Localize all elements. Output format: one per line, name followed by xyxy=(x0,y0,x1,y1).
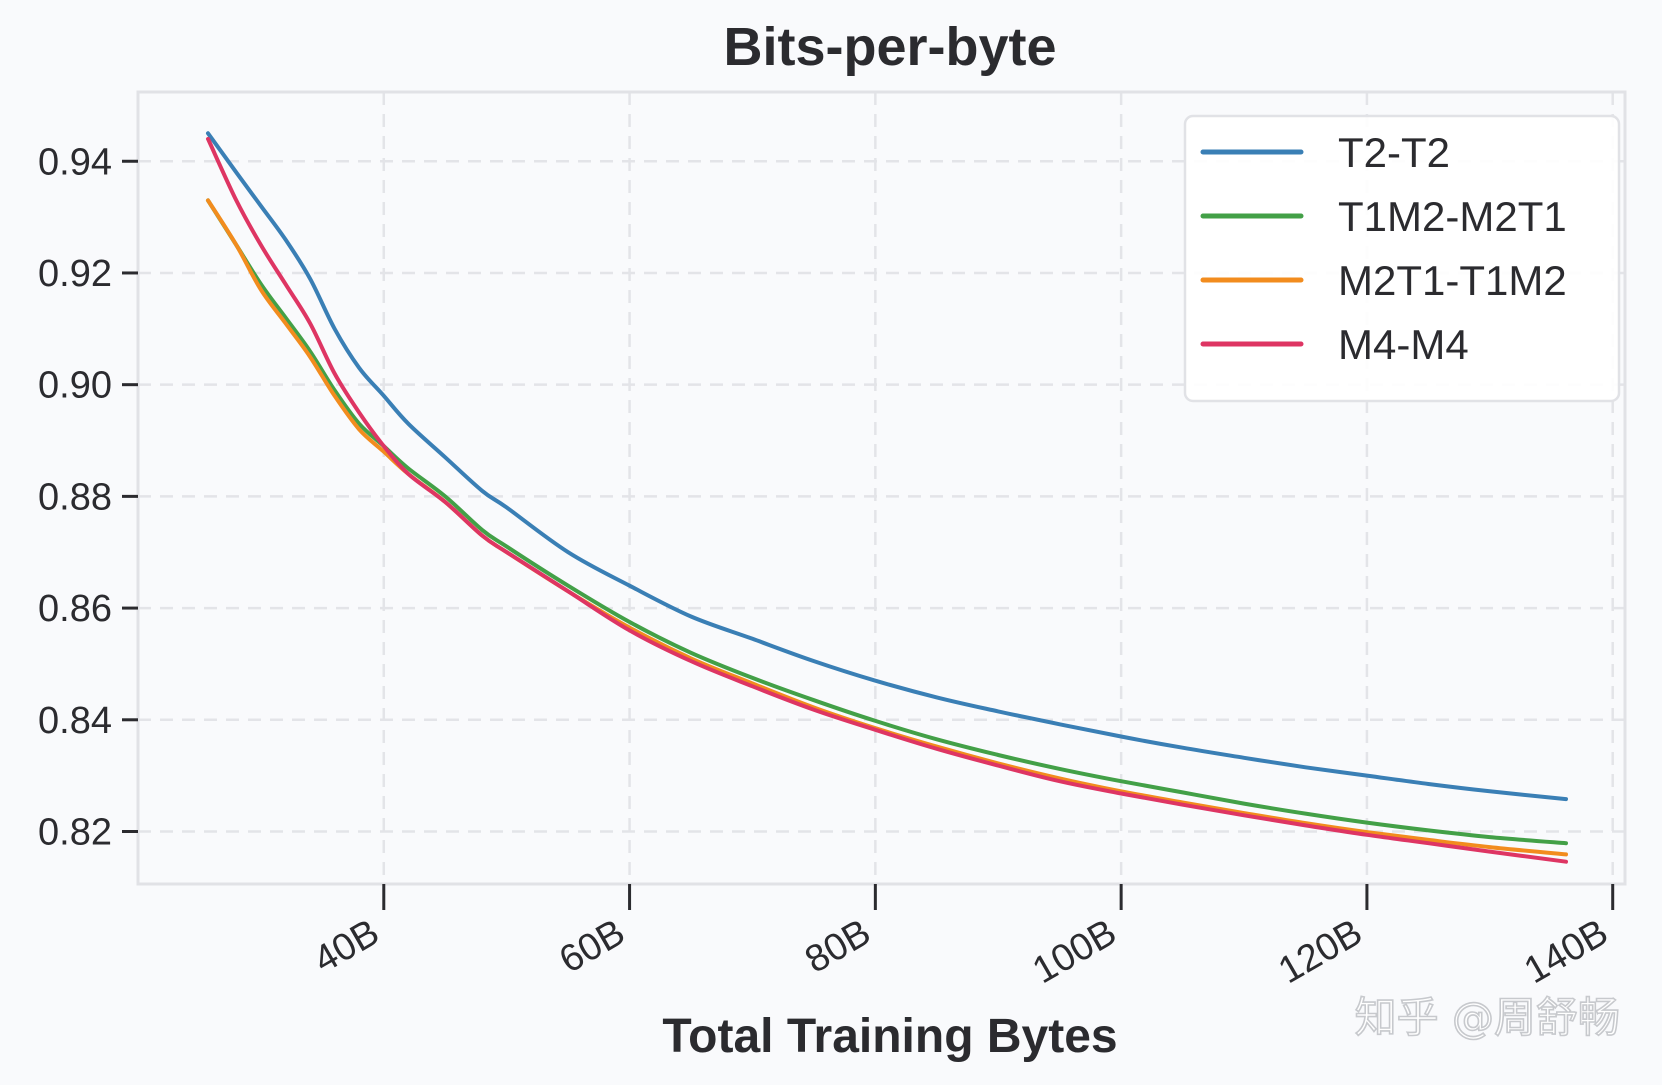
series-line-t2-t2 xyxy=(206,131,1568,802)
legend-label: M4-M4 xyxy=(1338,321,1469,368)
series-line-m2t1-t1m2 xyxy=(206,198,1568,857)
y-tick-label: 0.84 xyxy=(38,700,112,742)
series-line-m4-m4 xyxy=(206,136,1568,864)
y-tick-label: 0.82 xyxy=(38,811,112,853)
y-tick-label: 0.94 xyxy=(38,141,112,183)
y-tick-label: 0.92 xyxy=(38,253,112,295)
y-axis: 0.82 0.84 0.86 0.88 0.90 0.92 0.94 xyxy=(38,141,138,853)
watermark: 知乎 @周舒畅 xyxy=(1355,993,1620,1042)
legend-box xyxy=(1183,114,1621,403)
y-tick-label: 0.90 xyxy=(38,365,112,407)
legend-label: T1M2-M2T1 xyxy=(1338,193,1567,240)
legend: T2-T2 T1M2-M2T1 M2T1-T1M2 M4-M4 xyxy=(1183,114,1621,403)
y-tick-label: 0.88 xyxy=(38,476,112,518)
legend-label: M2T1-T1M2 xyxy=(1338,257,1567,304)
legend-label: T2-T2 xyxy=(1338,129,1450,176)
chart-title: Bits-per-byte xyxy=(723,17,1056,77)
x-axis-label: Total Training Bytes xyxy=(662,1010,1117,1063)
y-tick-label: 0.86 xyxy=(38,588,112,630)
series-line-t1m2-m2t1 xyxy=(206,198,1568,846)
series-layer xyxy=(206,131,1568,864)
axes-frame xyxy=(136,90,1627,886)
